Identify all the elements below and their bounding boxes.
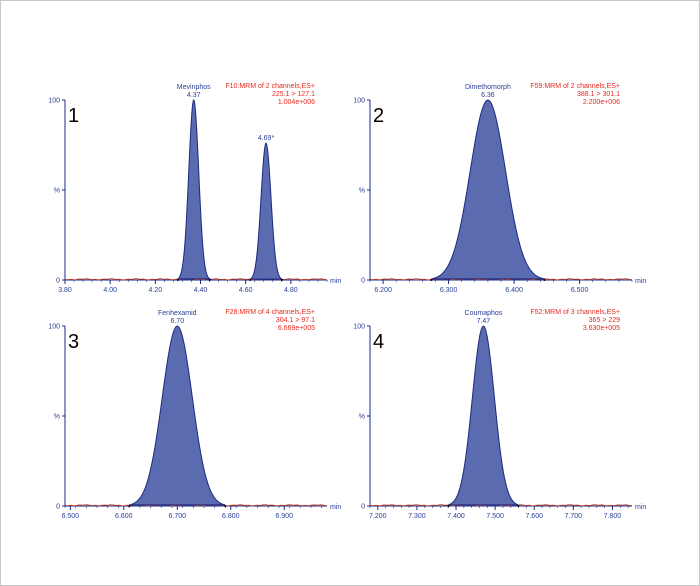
peak-area	[129, 325, 226, 506]
y-tick-label: %	[359, 188, 365, 195]
x-tick-label: 4.40	[194, 287, 208, 294]
channel-header-line: F59:MRM of 2 channels,ES+	[530, 83, 620, 90]
x-axis-label: min	[330, 278, 341, 285]
peak-area	[248, 142, 284, 280]
baseline-trace	[64, 504, 327, 507]
peak-start-marker	[128, 505, 131, 507]
x-axis-label: min	[635, 278, 646, 285]
y-tick-label: %	[54, 188, 60, 195]
peak-retention-time-label: 4.69*	[258, 135, 275, 142]
peak-compound-label: Coumaphos	[465, 310, 503, 317]
x-tick-label: 7.300	[408, 513, 426, 520]
channel-header-line: 1.004e+006	[278, 99, 315, 106]
y-tick-label: 100	[48, 98, 60, 105]
x-tick-label: 6.900	[275, 513, 293, 520]
x-tick-label: 7.400	[447, 513, 465, 520]
panel-number: 3	[68, 331, 79, 353]
channel-header-line: 6.669e+005	[278, 325, 315, 332]
peak-retention-time-label: 6.36	[481, 92, 495, 99]
x-axis-label: min	[330, 504, 341, 511]
y-tick-label: 0	[56, 278, 60, 285]
peak-start-marker	[447, 505, 450, 507]
x-tick-label: 6.400	[505, 287, 523, 294]
peak-compound-label: Fenhexamid	[158, 310, 197, 317]
y-tick-label: %	[359, 414, 365, 421]
x-tick-label: 6.500	[62, 513, 80, 520]
peak-end-marker	[280, 279, 283, 281]
peak-area	[448, 325, 519, 506]
channel-header-line: 2.200e+006	[583, 99, 620, 106]
x-tick-label: 4.80	[284, 287, 298, 294]
peak-start-marker	[430, 279, 433, 281]
x-tick-label: 6.300	[440, 287, 458, 294]
peak-retention-time-label: 7.47	[477, 318, 491, 325]
panel-number: 4	[373, 331, 384, 353]
x-tick-label: 7.500	[486, 513, 504, 520]
peak-end-marker	[208, 279, 211, 281]
x-tick-label: 3.80	[58, 287, 72, 294]
channel-header-line: 225.1 > 127.1	[272, 91, 315, 98]
peak-end-marker	[224, 505, 227, 507]
x-tick-label: 6.700	[169, 513, 187, 520]
peak-area	[176, 98, 212, 280]
y-tick-label: 0	[361, 504, 365, 511]
x-tick-label: 4.60	[239, 287, 253, 294]
y-tick-label: 0	[56, 504, 60, 511]
channel-header-line: F52:MRM of 3 channels,ES+	[530, 309, 620, 316]
peak-retention-time-label: 6.70	[170, 318, 184, 325]
y-tick-label: 0	[361, 278, 365, 285]
peak-start-marker	[176, 279, 179, 281]
x-tick-label: 7.600	[525, 513, 543, 520]
x-tick-label: 4.00	[103, 287, 117, 294]
channel-header-line: F10:MRM of 2 channels,ES+	[225, 83, 315, 90]
y-tick-label: %	[54, 414, 60, 421]
peak-start-marker	[249, 279, 252, 281]
panel-number: 1	[68, 105, 79, 127]
x-tick-label: 7.200	[369, 513, 387, 520]
channel-header-line: 388.1 > 301.1	[577, 91, 620, 98]
y-tick-label: 100	[48, 324, 60, 331]
x-tick-label: 6.200	[374, 287, 392, 294]
peak-compound-label: Dimethomorph	[465, 84, 511, 91]
channel-header-line: 304.1 > 97.1	[276, 317, 315, 324]
chromatogram-panel-4: 4 F52:MRM of 3 channels,ES+365 > 2293.630…	[353, 309, 646, 520]
y-tick-label: 100	[353, 324, 365, 331]
peak-end-marker	[543, 279, 546, 281]
x-tick-label: 4.20	[149, 287, 163, 294]
peak-end-marker	[517, 505, 520, 507]
x-tick-label: 6.600	[115, 513, 133, 520]
peak-compound-label: Mevinphos	[177, 84, 211, 91]
channel-header-line: 365 > 229	[589, 317, 620, 324]
channel-header-line: F28:MRM of 4 channels,ES+	[225, 309, 315, 316]
peak-retention-time-label: 4.37	[187, 92, 201, 99]
x-axis-label: min	[635, 504, 646, 511]
x-tick-label: 7.800	[604, 513, 622, 520]
x-tick-label: 7.700	[565, 513, 583, 520]
x-tick-label: 6.500	[571, 287, 589, 294]
channel-header-line: 3.630e+005	[583, 325, 620, 332]
baseline-trace	[369, 504, 632, 507]
panel-number: 2	[373, 105, 384, 127]
chromatogram-panel-2: 2 F59:MRM of 2 channels,ES+388.1 > 301.12…	[353, 83, 646, 294]
x-tick-label: 6.800	[222, 513, 240, 520]
y-tick-label: 100	[353, 98, 365, 105]
baseline-trace	[64, 278, 327, 281]
baseline-trace	[369, 278, 632, 281]
peak-area	[431, 99, 545, 280]
